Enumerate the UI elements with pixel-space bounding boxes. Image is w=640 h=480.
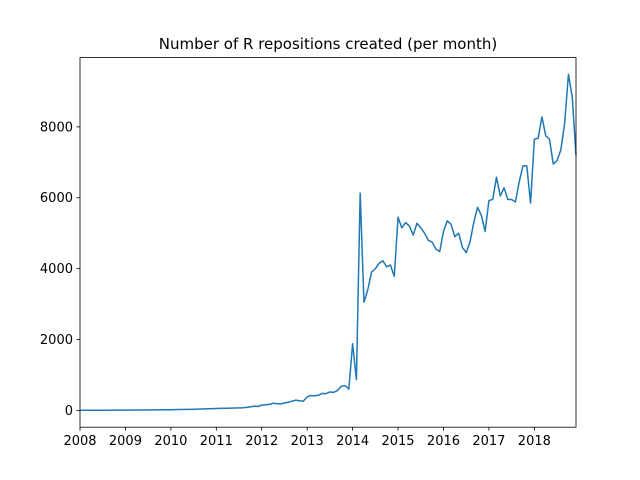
y-tick-label: 8000 <box>40 120 73 135</box>
x-tick-label: 2009 <box>109 434 142 449</box>
x-tick-label: 2013 <box>291 434 324 449</box>
y-tick-label: 4000 <box>40 262 73 277</box>
y-tick-label: 6000 <box>40 191 73 206</box>
x-tick-label: 2008 <box>63 434 96 449</box>
plot-frame <box>79 57 577 428</box>
y-tick-label: 0 <box>65 404 73 419</box>
x-tick-label: 2011 <box>200 434 233 449</box>
x-tick-label: 2016 <box>427 434 460 449</box>
x-tick-label: 2017 <box>472 434 505 449</box>
x-tick-label: 2015 <box>381 434 414 449</box>
data-line <box>79 73 577 412</box>
x-tick-label: 2014 <box>336 434 369 449</box>
y-tick-label: 2000 <box>40 333 73 348</box>
chart-title: Number of R repositions created (per mon… <box>159 35 497 53</box>
x-tick-label: 2018 <box>518 434 551 449</box>
x-tick-label: 2012 <box>245 434 278 449</box>
x-tick-label: 2010 <box>154 434 187 449</box>
